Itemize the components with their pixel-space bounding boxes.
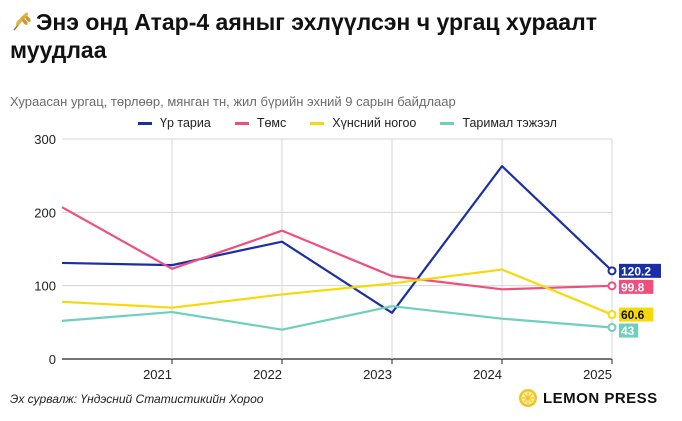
legend-swatch-potato <box>234 121 249 125</box>
brand-name: LEMON PRESS <box>543 389 658 407</box>
chart-legend: Үр тариа Төмс Хүнсний ногоо Таримал тэжэ… <box>138 116 581 130</box>
end-label-bg-3 <box>619 323 639 338</box>
end-label-2: 60.6 <box>621 308 645 322</box>
end-label-0: 120.2 <box>621 264 651 278</box>
legend-label-vegetables: Хүнсний ногоо <box>332 116 417 130</box>
legend-label-potato: Төмс <box>256 116 287 130</box>
legend-label-fodder: Таримал тэжээл <box>462 116 557 130</box>
legend-item-vegetables: Хүнсний ногоо <box>310 116 416 130</box>
x-tick-label: 2022 <box>253 367 282 382</box>
legend-item-potato: Төмс <box>234 116 287 130</box>
end-label-bg-0 <box>619 263 661 278</box>
lemon-icon <box>519 389 537 407</box>
series-line-0 <box>61 165 613 314</box>
y-tick-label: 0 <box>49 352 56 367</box>
chart-title: Энэ онд Атар-4 аяныг эхлүүлсэн ч ургац х… <box>10 8 670 64</box>
title-text: Энэ онд Атар-4 аяныг эхлүүлсэн ч ургац х… <box>10 9 597 63</box>
series-end-marker-0 <box>607 266 617 276</box>
x-tick-label: 2021 <box>143 367 172 382</box>
series-end-marker-2 <box>607 310 617 320</box>
legend-label-grain: Үр тариа <box>160 116 211 130</box>
series-line-2 <box>61 268 613 316</box>
x-tick-label: 2023 <box>363 367 392 382</box>
series-end-marker-1 <box>607 281 617 291</box>
y-tick-label: 100 <box>34 279 56 294</box>
legend-item-fodder: Таримал тэжээл <box>440 116 557 130</box>
legend-swatch-vegetables <box>310 121 325 125</box>
end-label-bg-1 <box>619 279 654 294</box>
series-line-3 <box>61 305 613 331</box>
legend-swatch-grain <box>138 121 152 125</box>
legend-swatch-fodder <box>440 121 455 125</box>
y-tick-label: 200 <box>34 205 56 220</box>
y-tick-label: 300 <box>34 132 56 147</box>
x-tick-label: 2024 <box>473 367 502 382</box>
source-note: Эх сурвалж: Үндэсний Статистикийн Хороо <box>10 392 264 406</box>
x-tick-label: 2025 <box>583 367 612 382</box>
legend-item-grain: Үр тариа <box>138 116 211 130</box>
series-line-1 <box>61 206 613 291</box>
series-end-marker-3 <box>607 322 617 332</box>
brand-logo: LEMON PRESS <box>518 388 658 408</box>
end-label-1: 99.8 <box>621 280 645 294</box>
end-label-3: 43 <box>621 324 635 338</box>
chart-subtitle: Хураасан ургац, төрлөөр, мянган тн, жил … <box>10 94 456 109</box>
wheat-icon <box>13 12 31 31</box>
end-label-bg-2 <box>619 307 654 322</box>
